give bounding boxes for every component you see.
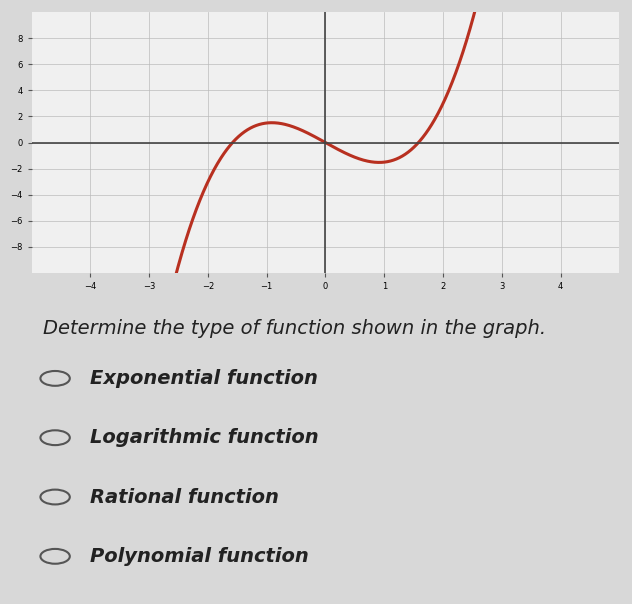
- Text: Logarithmic function: Logarithmic function: [90, 428, 319, 447]
- Text: Polynomial function: Polynomial function: [90, 547, 309, 566]
- Text: Rational function: Rational function: [90, 487, 279, 507]
- Text: Exponential function: Exponential function: [90, 369, 319, 388]
- Text: Determine the type of function shown in the graph.: Determine the type of function shown in …: [44, 319, 547, 338]
